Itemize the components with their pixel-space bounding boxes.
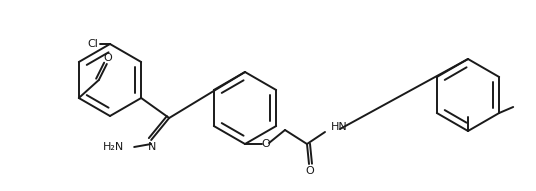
Text: HN: HN (331, 122, 348, 132)
Text: H₂N: H₂N (103, 142, 124, 152)
Text: O: O (103, 53, 112, 63)
Text: Cl: Cl (87, 39, 98, 49)
Text: O: O (306, 166, 315, 176)
Text: O: O (262, 139, 270, 149)
Text: N: N (148, 142, 157, 152)
